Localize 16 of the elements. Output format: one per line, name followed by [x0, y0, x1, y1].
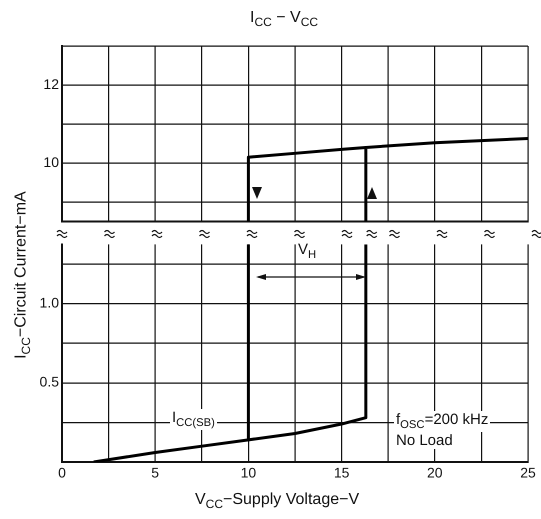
x-tick-label: 20: [427, 464, 443, 480]
x-tick-label: 25: [520, 464, 536, 480]
chart-title: I$_{CC}$ − V$_{CC}$: [250, 9, 318, 30]
y-tick-label: 12: [43, 76, 60, 92]
annotation: I$_{CC(SB)}$: [170, 409, 217, 430]
x-axis-title: V$_{CC}$−Supply Voltage−V: [195, 491, 360, 512]
x-tick-label: 15: [334, 464, 350, 480]
y-tick-label: 10: [43, 154, 60, 170]
x-tick-label: 0: [58, 464, 66, 480]
x-tick-label: 10: [240, 464, 256, 480]
y-tick-label: 0.5: [40, 374, 60, 390]
annotation: V$_{H}$: [296, 241, 318, 262]
annotation: f$_{OSC}$=200 kHz: [394, 411, 490, 432]
x-tick-label: 5: [151, 464, 160, 480]
y-tick-label: 1.0: [40, 294, 60, 311]
annotation: No Load: [394, 432, 455, 449]
